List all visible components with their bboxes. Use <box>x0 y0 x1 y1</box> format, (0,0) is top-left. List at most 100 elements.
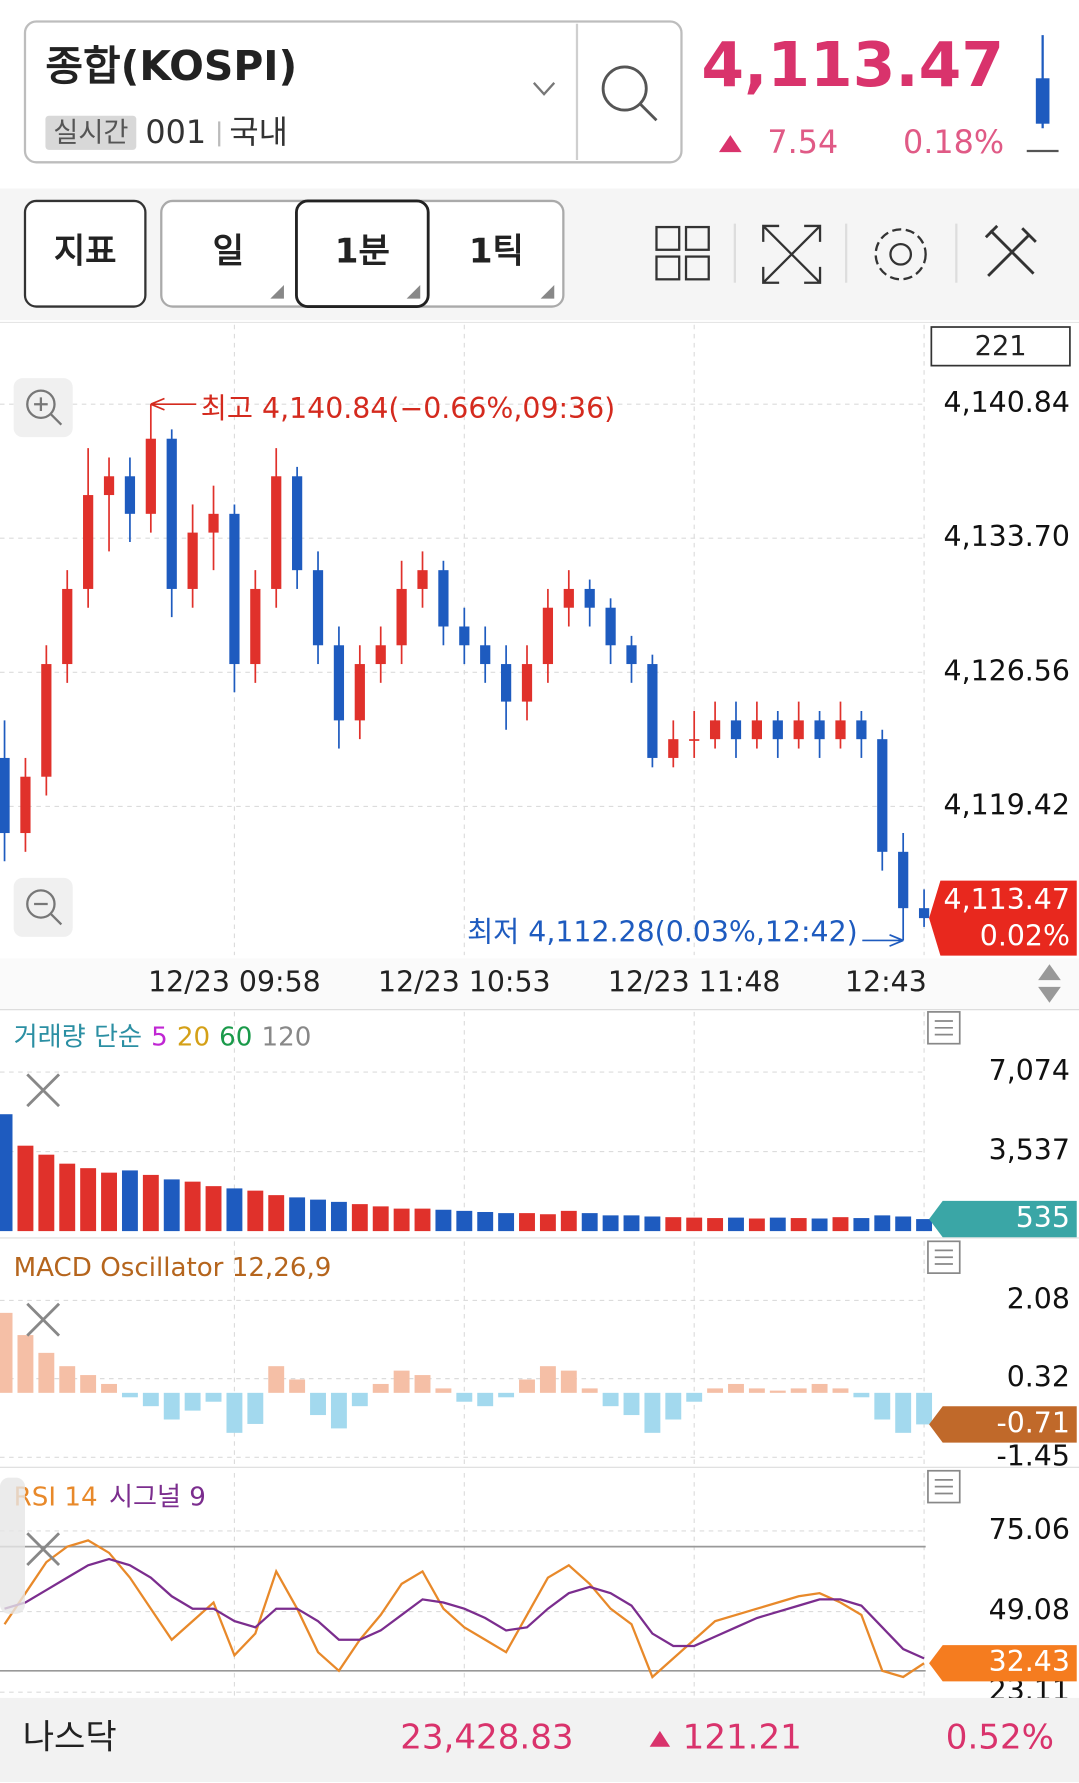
layout-icon[interactable] <box>655 225 710 281</box>
rsi-tag-bg <box>929 1645 1077 1682</box>
close-rsi[interactable] <box>26 1532 61 1567</box>
up-arrow <box>718 135 742 153</box>
volume-bar <box>602 1215 619 1232</box>
volume-bar <box>101 1172 117 1232</box>
candle-body <box>898 851 909 909</box>
count-box <box>930 326 1071 367</box>
candle-body <box>103 476 115 496</box>
y-tick-label: 4,126.56 <box>944 654 1070 687</box>
candle-body <box>689 739 700 741</box>
bar-count: 221 <box>975 331 1027 362</box>
price-tag: 4,113.47 <box>944 883 1070 916</box>
price-tag-change: 0.02% <box>980 919 1070 952</box>
icon-bg <box>13 378 73 438</box>
search-box[interactable] <box>23 20 683 164</box>
macd-bar <box>310 1392 326 1416</box>
macd-bar <box>456 1392 473 1402</box>
footer-rate: 0.52% <box>946 1717 1054 1757</box>
period-button[interactable]: 1분 <box>335 232 390 272</box>
volume-bar <box>205 1186 222 1232</box>
candle-body <box>647 664 658 758</box>
macd-bar <box>121 1392 138 1398</box>
ma-label: 20 <box>177 1023 210 1053</box>
indicator-button[interactable] <box>23 199 147 308</box>
close-macd[interactable] <box>26 1302 61 1337</box>
settings-icon[interactable] <box>874 228 927 281</box>
macd-bar <box>602 1392 619 1407</box>
close-icons[interactable] <box>26 1073 61 1567</box>
period-selected[interactable] <box>295 199 430 308</box>
macd-bar <box>665 1392 682 1420</box>
macd-bar <box>581 1388 598 1393</box>
search-icon[interactable] <box>601 65 658 122</box>
volume-bar <box>811 1218 828 1232</box>
candle-body <box>626 645 637 665</box>
volume-bar <box>310 1199 326 1232</box>
fullscreen-icon[interactable] <box>762 224 822 284</box>
candle-body <box>793 720 804 740</box>
period-button[interactable]: 1틱 <box>469 232 524 272</box>
volume-bar <box>59 1163 76 1232</box>
volume-bar <box>832 1217 849 1232</box>
legend-entry: 시그널 9 <box>109 1483 206 1513</box>
macd-bar <box>268 1366 285 1393</box>
x-tick-label: 12:43 <box>845 965 927 998</box>
macd-bar <box>623 1392 640 1416</box>
volume-bar <box>686 1217 703 1232</box>
volume-bar <box>0 1114 13 1232</box>
candle-body <box>333 645 345 721</box>
candle-body <box>62 588 73 665</box>
low-pointer <box>862 933 904 947</box>
macd-bar <box>686 1392 703 1402</box>
corner-marks <box>270 284 555 299</box>
tools-icon[interactable] <box>984 224 1037 277</box>
realtime-label: 실시간 <box>53 117 128 148</box>
volume-bar <box>351 1204 368 1232</box>
macd-bar <box>560 1370 577 1393</box>
high-annotation: 최고 4,140.84(−0.66%,09:36) <box>201 392 615 425</box>
side-handle[interactable] <box>0 1477 25 1614</box>
volume-bar <box>498 1213 515 1232</box>
candle-body <box>124 476 136 514</box>
candle-body <box>500 664 512 702</box>
search-circle <box>601 65 648 112</box>
volume-bar <box>435 1209 452 1232</box>
indicator-label[interactable]: 지표 <box>54 232 117 272</box>
candle-body <box>166 438 177 589</box>
candle-body <box>417 570 428 589</box>
icon-part <box>26 889 56 919</box>
candle-body <box>229 513 240 665</box>
macd-bar <box>414 1375 431 1393</box>
panel-menus[interactable] <box>927 1011 961 1504</box>
candle-body <box>856 720 867 740</box>
zoom-in[interactable] <box>13 378 73 438</box>
volume-tag: 535 <box>1016 1201 1070 1234</box>
volume-bar <box>80 1168 97 1232</box>
candle-body <box>271 476 282 589</box>
footer-bar[interactable] <box>0 1697 1079 1782</box>
period-button[interactable]: 일 <box>213 232 244 272</box>
macd-bar <box>17 1335 34 1393</box>
index-title[interactable]: 종합(KOSPI) <box>45 42 297 90</box>
volume-bar <box>769 1217 786 1232</box>
candle-body <box>292 476 303 571</box>
macd-bar <box>477 1392 494 1407</box>
volume-bar <box>414 1208 431 1232</box>
scroll-arrows[interactable] <box>1038 964 1061 1003</box>
volume-bar <box>456 1210 473 1232</box>
candle-body <box>375 645 386 665</box>
volume-bar <box>289 1197 306 1232</box>
icon-part <box>684 255 710 281</box>
icon-part <box>655 255 681 281</box>
close-volume[interactable] <box>26 1073 61 1108</box>
y-tick-label: 49.08 <box>989 1594 1070 1627</box>
y-tick-label: 4,140.84 <box>944 386 1070 419</box>
icon-part <box>874 228 927 281</box>
x-axis-band <box>0 958 1079 1010</box>
footer-value: 23,428.83 <box>400 1717 573 1757</box>
volume-tag-bg <box>929 1200 1077 1238</box>
x-tick-label: 12/23 09:58 <box>148 965 321 998</box>
dropdown-icon[interactable] <box>532 82 556 96</box>
zoom-out[interactable] <box>13 877 73 937</box>
